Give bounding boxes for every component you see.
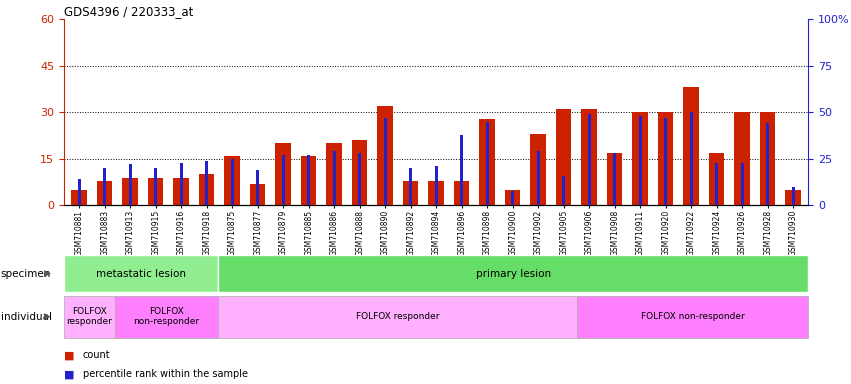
Bar — [327, 143, 342, 205]
Text: specimen: specimen — [1, 268, 51, 279]
Text: ▶: ▶ — [44, 312, 51, 321]
Bar — [103, 168, 106, 205]
Bar — [530, 134, 545, 205]
Bar — [123, 177, 138, 205]
Bar — [683, 88, 699, 205]
Bar — [180, 162, 183, 205]
Bar — [511, 190, 514, 205]
Bar — [231, 159, 234, 205]
Bar — [486, 122, 488, 205]
Bar — [632, 113, 648, 205]
Bar — [199, 174, 214, 205]
Bar — [791, 187, 795, 205]
Bar — [638, 116, 642, 205]
Bar — [378, 106, 393, 205]
Bar — [785, 190, 801, 205]
Bar — [115, 296, 218, 338]
Text: ▶: ▶ — [44, 269, 51, 278]
Text: count: count — [83, 350, 110, 360]
Text: individual: individual — [1, 312, 52, 322]
Bar — [154, 168, 157, 205]
Bar — [740, 162, 744, 205]
Bar — [97, 180, 112, 205]
Bar — [218, 296, 577, 338]
Bar — [352, 140, 368, 205]
Bar — [276, 143, 291, 205]
Text: FOLFOX responder: FOLFOX responder — [356, 312, 439, 321]
Bar — [225, 156, 240, 205]
Bar — [607, 153, 622, 205]
Bar — [307, 155, 310, 205]
Bar — [250, 184, 266, 205]
Bar — [71, 190, 87, 205]
Bar — [129, 164, 132, 205]
Bar — [403, 180, 419, 205]
Text: percentile rank within the sample: percentile rank within the sample — [83, 369, 248, 379]
Bar — [658, 113, 673, 205]
Text: metastatic lesion: metastatic lesion — [96, 268, 186, 279]
Bar — [384, 118, 386, 205]
Bar — [709, 153, 724, 205]
Bar — [429, 180, 443, 205]
Text: FOLFOX
responder: FOLFOX responder — [66, 307, 112, 326]
Text: primary lesion: primary lesion — [476, 268, 551, 279]
Bar — [409, 168, 412, 205]
Bar — [505, 190, 520, 205]
Bar — [435, 166, 437, 205]
Bar — [581, 109, 597, 205]
Bar — [333, 151, 335, 205]
Bar — [174, 177, 189, 205]
Bar — [218, 255, 808, 292]
Text: ■: ■ — [64, 350, 74, 360]
Bar — [689, 113, 693, 205]
Bar — [358, 153, 361, 205]
Bar — [64, 255, 218, 292]
Bar — [577, 296, 808, 338]
Bar — [563, 175, 565, 205]
Bar — [148, 177, 163, 205]
Bar — [766, 124, 769, 205]
Bar — [537, 151, 540, 205]
Bar — [556, 109, 571, 205]
Bar — [205, 161, 208, 205]
Text: FOLFOX non-responder: FOLFOX non-responder — [641, 312, 745, 321]
Bar — [715, 162, 718, 205]
Bar — [256, 170, 260, 205]
Text: ■: ■ — [64, 369, 74, 379]
Bar — [77, 179, 81, 205]
Bar — [282, 155, 285, 205]
Text: GDS4396 / 220333_at: GDS4396 / 220333_at — [64, 5, 193, 18]
Bar — [760, 113, 775, 205]
Bar — [64, 296, 115, 338]
Bar — [613, 153, 616, 205]
Text: FOLFOX
non-responder: FOLFOX non-responder — [134, 307, 200, 326]
Bar — [460, 135, 463, 205]
Bar — [479, 119, 494, 205]
Bar — [664, 118, 667, 205]
Bar — [734, 113, 750, 205]
Bar — [587, 114, 591, 205]
Bar — [454, 180, 469, 205]
Bar — [301, 156, 317, 205]
